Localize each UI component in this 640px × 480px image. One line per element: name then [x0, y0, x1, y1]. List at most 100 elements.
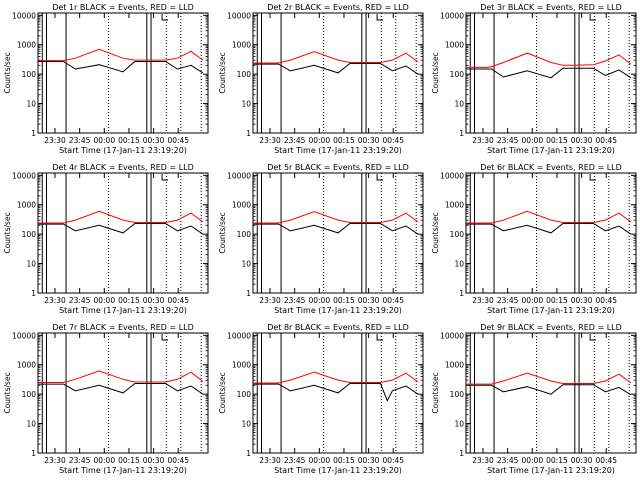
x-tick-label: 00:45 [382, 296, 404, 305]
y-tick-label: 100 [22, 70, 37, 79]
y-tick-label: 100 [450, 230, 465, 239]
series-line-lld [38, 210, 204, 224]
y-axis-label: Counts/sec [431, 212, 440, 253]
x-tick-label: 23:45 [497, 456, 519, 465]
y-tick-label: 100 [237, 230, 252, 239]
x-tick-label: 23:30 [44, 136, 66, 145]
y-tick-label: 100 [237, 70, 252, 79]
saa-flag-marker [161, 334, 169, 341]
y-tick-label: 1 [246, 449, 251, 458]
y-tick-label: 10000 [12, 331, 36, 340]
x-tick-label: 00:45 [595, 136, 617, 145]
y-tick-label: 1000 [445, 201, 464, 210]
y-axis-label: Counts/sec [218, 212, 227, 253]
series-line-events [466, 223, 632, 235]
chart-title: Det 8r BLACK = Events, RED = LLD [267, 323, 409, 332]
x-tick-label: 23:30 [44, 456, 66, 465]
y-tick-label: 1000 [17, 41, 36, 50]
series-line-events [466, 384, 632, 396]
saa-flag-marker [376, 14, 384, 21]
x-tick-label: 00:15 [333, 136, 355, 145]
plot-frame [252, 12, 424, 134]
x-tick-label: 00:00 [93, 136, 115, 145]
y-tick-label: 10000 [227, 331, 251, 340]
y-tick-label: 1000 [232, 361, 251, 370]
x-tick-label: 23:30 [259, 136, 281, 145]
x-axis-label: Start Time (17-Jan-11 23:19:20) [487, 466, 615, 475]
y-tick-label: 10 [241, 260, 251, 269]
plot-frame [465, 12, 637, 134]
x-tick-label: 23:30 [472, 136, 494, 145]
y-tick-label: 10000 [440, 11, 464, 20]
y-tick-label: 10 [454, 420, 464, 429]
y-tick-label: 10000 [227, 171, 251, 180]
y-tick-label: 1000 [445, 41, 464, 50]
x-tick-label: 23:30 [259, 296, 281, 305]
x-tick-label: 00:00 [308, 296, 330, 305]
x-tick-label: 23:45 [497, 296, 519, 305]
x-tick-label: 00:30 [143, 296, 165, 305]
x-tick-label: 00:30 [143, 136, 165, 145]
chart-title: Det 5r BLACK = Events, RED = LLD [267, 163, 409, 172]
x-axis-label: Start Time (17-Jan-11 23:19:20) [59, 146, 187, 155]
y-tick-label: 10000 [440, 331, 464, 340]
y-axis-label: Counts/sec [3, 52, 12, 93]
plot-frame [252, 172, 424, 294]
x-tick-label: 23:30 [259, 456, 281, 465]
chart-title: Det 9r BLACK = Events, RED = LLD [480, 323, 622, 332]
chart-panel-9: Det 9r BLACK = Events, RED = LLD 1 10 100 10… [431, 323, 637, 475]
x-axis-label: Start Time (17-Jan-11 23:19:20) [274, 306, 402, 315]
y-tick-label: 1000 [232, 201, 251, 210]
x-tick-label: 23:45 [284, 296, 306, 305]
plot-frame [37, 12, 209, 134]
series-line-lld [38, 48, 204, 62]
x-tick-label: 00:45 [595, 456, 617, 465]
x-axis-label: Start Time (17-Jan-11 23:19:20) [274, 146, 402, 155]
chart-panel-4: Det 4r BLACK = Events, RED = LLD 1 10 100 10… [3, 163, 209, 315]
x-tick-label: 23:45 [497, 136, 519, 145]
chart-panel-5: Det 5r BLACK = Events, RED = LLD 1 10 100 10… [218, 163, 424, 315]
saa-flag-marker [376, 334, 384, 341]
x-tick-label: 00:15 [333, 456, 355, 465]
series-line-lld [38, 370, 204, 383]
chart-panel-1: Det 1r BLACK = Events, RED = LLD 1 10 100 10… [3, 3, 209, 155]
x-tick-label: 00:45 [167, 456, 189, 465]
y-tick-label: 1 [246, 289, 251, 298]
x-tick-label: 00:30 [571, 456, 593, 465]
y-axis-label: Counts/sec [431, 52, 440, 93]
y-axis-label: Counts/sec [3, 212, 12, 253]
series-line-events [253, 223, 419, 235]
plot-frame [37, 332, 209, 454]
y-tick-label: 10 [454, 100, 464, 109]
y-tick-label: 100 [237, 390, 252, 399]
y-tick-label: 1000 [445, 361, 464, 370]
chart-panel-6: Det 6r BLACK = Events, RED = LLD 1 10 100 10… [431, 163, 637, 315]
x-tick-label: 00:45 [167, 136, 189, 145]
x-axis-label: Start Time (17-Jan-11 23:19:20) [59, 306, 187, 315]
y-tick-label: 1 [31, 449, 36, 458]
y-tick-label: 10 [26, 420, 36, 429]
x-tick-label: 00:15 [333, 296, 355, 305]
y-tick-label: 10000 [227, 11, 251, 20]
chart-title: Det 4r BLACK = Events, RED = LLD [52, 163, 194, 172]
x-tick-label: 00:45 [382, 456, 404, 465]
chart-panel-3: Det 3r BLACK = Events, RED = LLD 1 10 100 10… [431, 3, 637, 155]
series-line-events [38, 383, 204, 395]
y-tick-label: 10000 [12, 171, 36, 180]
y-tick-label: 1000 [17, 361, 36, 370]
series-line-lld [253, 51, 419, 64]
series-line-lld [253, 371, 419, 384]
chart-panel-8: Det 8r BLACK = Events, RED = LLD 1 10 100 10… [218, 323, 424, 475]
x-tick-label: 00:00 [93, 296, 115, 305]
x-tick-label: 00:15 [546, 456, 568, 465]
series-line-lld [466, 52, 632, 68]
x-tick-label: 00:00 [93, 456, 115, 465]
saa-flag-marker [589, 174, 597, 181]
y-tick-label: 1000 [17, 201, 36, 210]
y-tick-label: 1 [459, 289, 464, 298]
y-axis-label: Counts/sec [218, 372, 227, 413]
x-tick-label: 00:45 [167, 296, 189, 305]
x-axis-label: Start Time (17-Jan-11 23:19:20) [274, 466, 402, 475]
chart-title: Det 6r BLACK = Events, RED = LLD [480, 163, 622, 172]
